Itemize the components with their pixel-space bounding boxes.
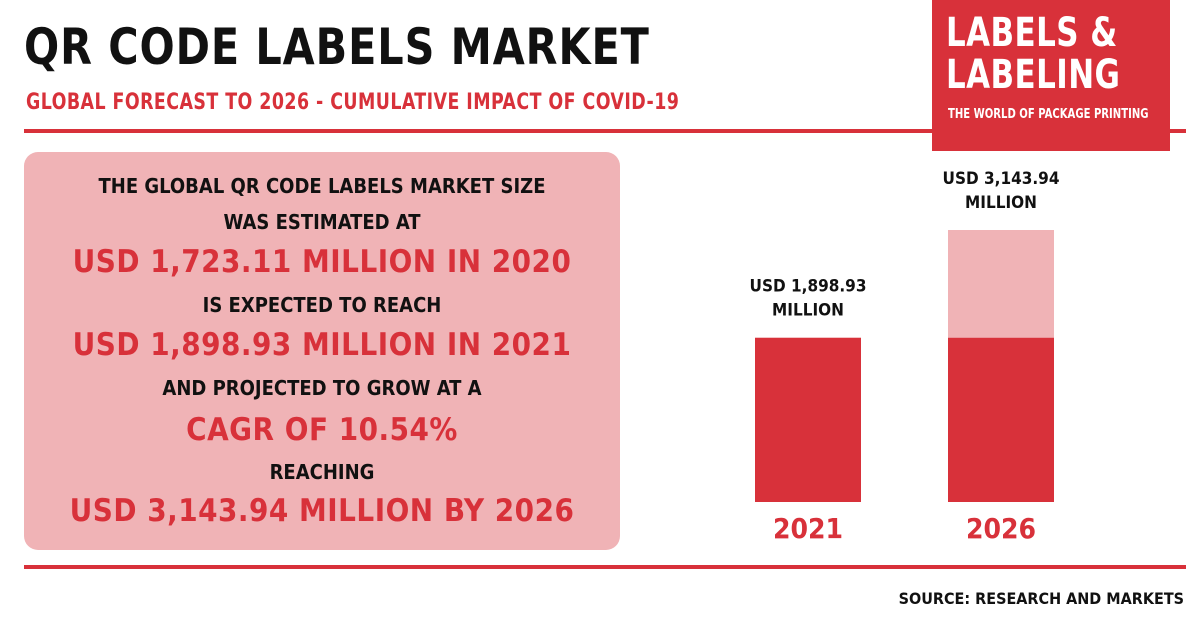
logo-line-1: LABELS & [946, 10, 1118, 56]
summary-panel: THE GLOBAL QR CODE LABELS MARKET SIZE WA… [24, 152, 620, 550]
bottom-divider [24, 565, 1186, 569]
logo-line-2: LABELING [946, 52, 1121, 98]
page-subtitle: GLOBAL FORECAST TO 2026 - CUMULATIVE IMP… [26, 90, 680, 115]
summary-cagr: CAGR OF 10.54% [186, 412, 458, 448]
market-size-chart: USD 1,898.93 MILLION 2021 USD 3,143.94 MILLI… [660, 140, 1120, 560]
summary-value-2021: USD 1,898.93 MILLION IN 2021 [72, 327, 572, 363]
bar-2026 [948, 337, 1054, 502]
top-divider [24, 129, 1186, 133]
logo-tagline: THE WORLD OF PACKAGE PRINTING [948, 107, 1149, 122]
category-label-2021: 2021 [773, 512, 843, 545]
page-title: QR CODE LABELS MARKET [24, 18, 650, 76]
bar-growth-2026 [948, 230, 1054, 338]
summary-line-1: THE GLOBAL QR CODE LABELS MARKET SIZE [98, 174, 546, 198]
summary-line-3: IS EXPECTED TO REACH [202, 293, 442, 317]
data-label-2021-line-2: MILLION [772, 301, 844, 321]
brand-logo: LABELS & LABELING THE WORLD OF PACKAGE P… [932, 0, 1170, 151]
data-label-2021-line-1: USD 1,898.93 [750, 277, 867, 297]
bar-2021 [755, 337, 861, 502]
bar-chart-svg: USD 1,898.93 MILLION 2021 USD 3,143.94 MILLI… [750, 169, 1060, 545]
summary-line-5: REACHING [269, 460, 375, 484]
data-label-2026-line-1: USD 3,143.94 [943, 169, 1060, 189]
summary-value-2020: USD 1,723.11 MILLION IN 2020 [72, 244, 572, 280]
summary-line-2: WAS ESTIMATED AT [223, 210, 421, 234]
summary-value-2026: USD 3,143.94 MILLION BY 2026 [69, 493, 575, 529]
summary-line-4: AND PROJECTED TO GROW AT A [162, 376, 482, 400]
source-note: SOURCE: RESEARCH AND MARKETS [898, 589, 1184, 608]
data-label-2026-line-2: MILLION [965, 193, 1037, 213]
category-label-2026: 2026 [966, 512, 1036, 545]
